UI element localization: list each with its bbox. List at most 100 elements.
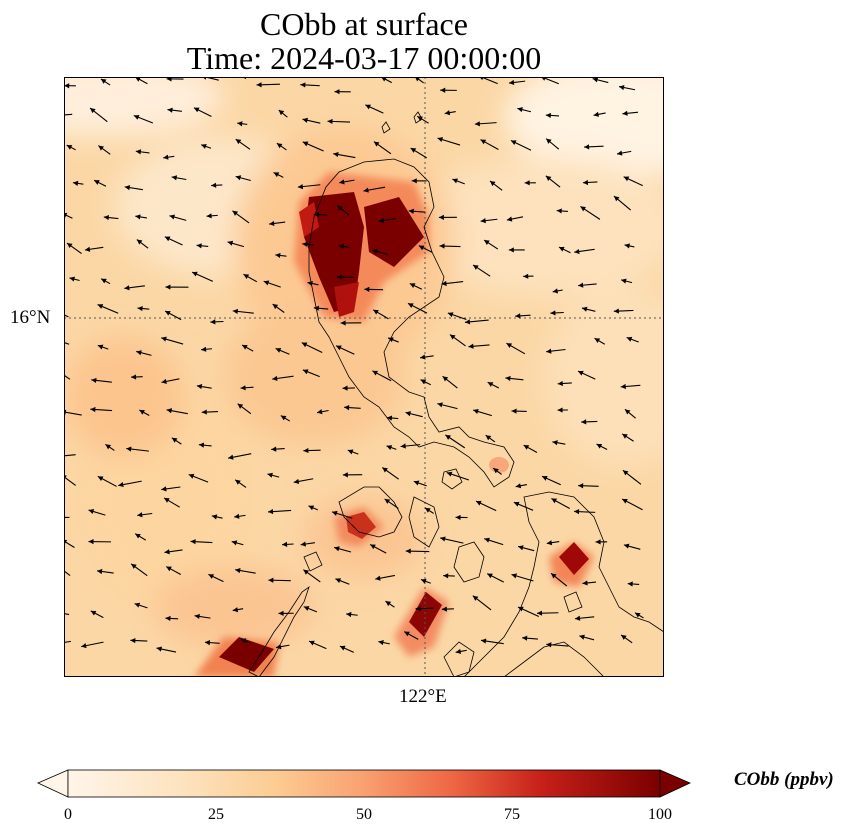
wind-arrow-head: [511, 573, 518, 579]
wind-arrow-head: [455, 514, 461, 521]
wind-arrow-head: [276, 143, 283, 149]
wind-arrow-head: [198, 442, 205, 448]
wind-arrow-head: [90, 610, 97, 616]
wind-arrow-head: [455, 648, 462, 654]
wind-arrow-head: [487, 573, 493, 579]
wind-arrow-head: [445, 434, 451, 440]
wind-arrow-head: [235, 479, 241, 485]
wind-arrow-head: [101, 278, 107, 284]
wind-arrow-head: [211, 514, 218, 520]
wind-arrow-head: [574, 509, 580, 515]
wind-arrow-head: [363, 187, 369, 193]
wind-arrow-head: [163, 154, 169, 160]
wind-arrow-head: [578, 370, 584, 376]
wind-arrow-head: [405, 411, 411, 417]
wind-arrow-head: [267, 472, 273, 478]
wind-arrow-head: [439, 243, 445, 249]
wind-arrow-head: [242, 344, 248, 350]
wind-arrow-head: [373, 309, 379, 315]
wind-arrow-head: [166, 408, 172, 414]
wind-arrow-head: [581, 306, 588, 312]
wind-arrow-head: [621, 634, 627, 640]
wind-arrow-head: [309, 640, 315, 646]
wind-arrow-head: [578, 282, 584, 288]
wind-arrow-head: [386, 415, 393, 421]
wind-arrow-head: [333, 151, 339, 158]
wind-arrow-head: [627, 581, 633, 587]
wind-arrow-head: [81, 643, 87, 649]
wind-arrow-head: [135, 214, 141, 220]
wind-arrow-head: [206, 213, 212, 219]
wind-arrow-head: [400, 443, 406, 449]
wind-arrow-head: [201, 143, 207, 149]
colorbar-label: CObb (ppbv): [734, 769, 834, 790]
wind-arrow-head: [546, 138, 552, 144]
wind-arrow-head: [444, 110, 451, 116]
wind-arrow-head: [278, 610, 284, 616]
wind-arrow-head: [66, 243, 73, 249]
wind-arrow-head: [161, 336, 167, 342]
wind-arrow-head: [508, 247, 514, 253]
wind-arrow-head: [130, 637, 136, 644]
wind-arrow-head: [340, 320, 346, 326]
wind-arrow-head: [545, 112, 551, 119]
wind-arrow-head: [193, 107, 200, 113]
wind-arrow-head: [594, 338, 601, 343]
wind-arrow-head: [485, 435, 492, 441]
wind-arrow-head: [592, 77, 599, 83]
wind-arrow-head: [164, 497, 170, 503]
wind-arrow-head: [275, 644, 282, 650]
wind-arrow-head: [508, 79, 515, 86]
wind-arrow-head: [378, 217, 385, 224]
wind-arrow-head: [472, 595, 479, 601]
wind-arrow-head: [118, 482, 124, 488]
map-border: [64, 77, 664, 677]
wind-arrow-head: [537, 610, 543, 616]
wind-arrow-head: [282, 541, 288, 547]
wind-arrow-head: [237, 121, 243, 127]
wind-arrow-head: [404, 631, 410, 637]
wind-arrow-head: [273, 172, 280, 178]
wind-arrow-head: [580, 206, 586, 212]
wind-arrow-head: [166, 566, 172, 572]
wind-arrow-head: [327, 118, 333, 125]
map-title-line2: Time: 2024-03-17 00:00:00: [186, 40, 542, 76]
wind-arrow-head: [385, 601, 392, 607]
wind-arrow-head: [278, 110, 285, 116]
wind-arrow-head: [617, 150, 623, 156]
wind-arrow-head: [232, 210, 239, 216]
wind-arrow-head: [370, 544, 376, 550]
wind-arrow-head: [551, 573, 557, 579]
wind-arrow-head: [384, 498, 391, 504]
wind-arrow-head: [131, 374, 137, 380]
wind-arrow-head: [579, 634, 585, 640]
wind-arrow-head: [332, 510, 338, 516]
wind-arrow-head: [623, 176, 630, 182]
wind-arrow-head: [256, 82, 262, 88]
wind-arrow-head: [232, 607, 239, 613]
wind-arrow-head: [574, 248, 580, 255]
wind-arrow-head: [164, 236, 171, 242]
wind-arrow-head: [64, 83, 70, 89]
wind-arrow-head: [505, 375, 511, 382]
wind-arrow-head: [420, 379, 427, 385]
wind-arrow-head: [69, 276, 75, 282]
colorbar-tick-25: 25: [208, 806, 224, 823]
wind-arrow-head: [161, 378, 167, 384]
wind-arrow-head: [506, 216, 513, 222]
wind-arrow-head: [489, 180, 496, 187]
wind-arrow-head: [613, 196, 620, 202]
wind-arrow-head: [464, 319, 471, 325]
wind-arrow-head: [231, 540, 238, 546]
wind-arrow-head: [303, 447, 309, 454]
wind-arrow-head: [613, 308, 619, 314]
wind-arrow-head: [364, 286, 370, 292]
wind-arrow-head: [510, 140, 517, 146]
wind-arrow-head: [480, 139, 487, 145]
wind-arrow-head: [72, 180, 79, 186]
wind-arrow-head: [227, 240, 234, 246]
wind-arrow-head: [234, 513, 240, 519]
hotspot-palawan: [194, 637, 279, 677]
wind-arrows: [64, 77, 644, 654]
wind-arrow: [203, 77, 219, 81]
